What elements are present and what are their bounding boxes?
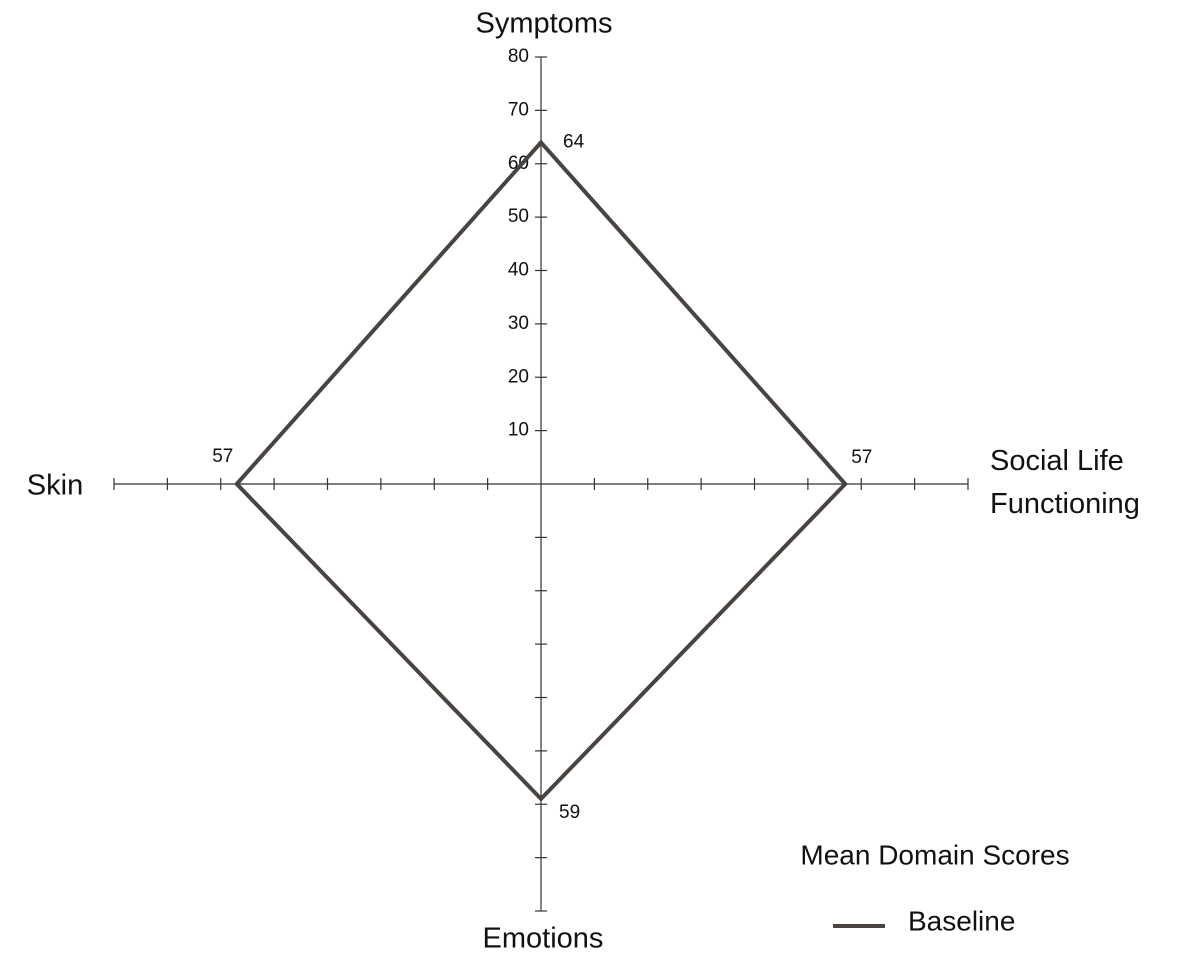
tick-label: 80 xyxy=(508,46,529,67)
data-label: 57 xyxy=(212,446,233,467)
tick-label: 50 xyxy=(508,206,529,227)
tick-label: 30 xyxy=(508,313,529,334)
data-label: 57 xyxy=(851,447,872,468)
tick-label: 20 xyxy=(508,366,529,387)
category-label: Emotions xyxy=(483,923,604,953)
data-label: 64 xyxy=(563,131,585,152)
tick-label: 60 xyxy=(508,153,529,174)
data-label: 59 xyxy=(559,802,580,823)
tick-label: 70 xyxy=(508,99,529,120)
legend-label: Baseline xyxy=(908,905,1015,936)
category-label: Symptoms xyxy=(476,8,613,40)
tick-label: 40 xyxy=(508,260,529,281)
series-polygon xyxy=(234,139,848,802)
legend-title: Mean Domain Scores xyxy=(800,839,1069,870)
tick-label: 10 xyxy=(508,420,529,441)
category-label: Skin xyxy=(27,470,83,502)
category-label: Social Life Functioning xyxy=(990,445,1140,520)
